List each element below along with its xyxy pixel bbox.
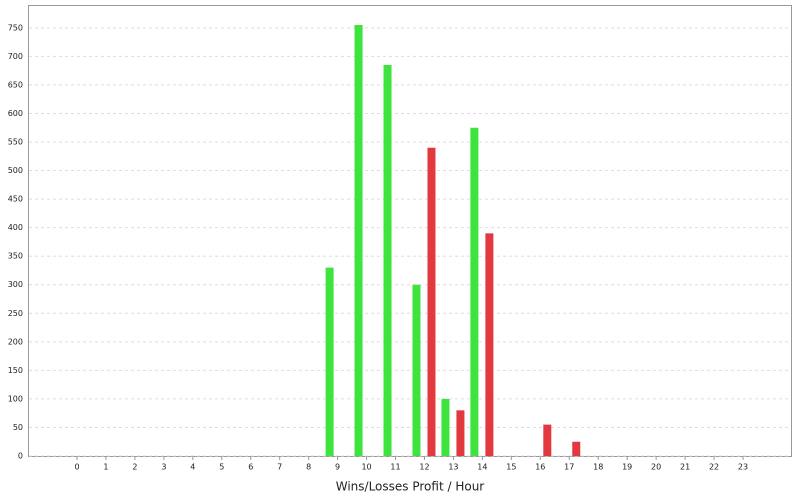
x-tick-label: 13 bbox=[448, 463, 458, 472]
y-tick-label: 100 bbox=[8, 394, 23, 403]
plot-frame bbox=[28, 5, 792, 457]
x-tick-label: 6 bbox=[248, 463, 253, 472]
y-tick-label: 600 bbox=[8, 109, 23, 118]
bar bbox=[427, 147, 436, 457]
x-tick-label: 15 bbox=[506, 463, 516, 472]
bar bbox=[456, 410, 465, 456]
x-tick-label: 16 bbox=[535, 463, 545, 472]
bar bbox=[354, 24, 363, 456]
x-axis-title: Wins/Losses Profit / Hour bbox=[336, 480, 485, 494]
y-tick-label: 700 bbox=[8, 52, 23, 61]
x-tick-label: 10 bbox=[361, 463, 371, 472]
y-tick-label: 750 bbox=[8, 23, 23, 32]
y-tick-label: 0 bbox=[18, 452, 23, 461]
y-tick-label: 350 bbox=[8, 252, 23, 261]
x-tick-label: 8 bbox=[306, 463, 311, 472]
bar bbox=[441, 398, 450, 456]
y-tick-label: 650 bbox=[8, 80, 23, 89]
x-tick-label: 4 bbox=[190, 463, 195, 472]
bar bbox=[485, 233, 494, 456]
x-tick-label: 3 bbox=[161, 463, 166, 472]
x-tick-label: 17 bbox=[564, 463, 574, 472]
x-tick-label: 19 bbox=[622, 463, 632, 472]
x-tick-label: 0 bbox=[74, 463, 79, 472]
y-tick-label: 400 bbox=[8, 223, 23, 232]
y-tick-label: 450 bbox=[8, 195, 23, 204]
x-tick-label: 11 bbox=[390, 463, 400, 472]
y-tick-label: 550 bbox=[8, 138, 23, 147]
y-tick-label: 150 bbox=[8, 366, 23, 375]
bar bbox=[470, 127, 479, 456]
x-tick-label: 18 bbox=[593, 463, 603, 472]
x-tick-label: 1 bbox=[103, 463, 108, 472]
y-tick-label: 300 bbox=[8, 280, 23, 289]
x-tick-label: 21 bbox=[680, 463, 690, 472]
bar bbox=[572, 441, 581, 456]
y-tick-label: 200 bbox=[8, 337, 23, 346]
bar bbox=[383, 64, 392, 456]
bar bbox=[412, 284, 421, 456]
x-tick-label: 7 bbox=[277, 463, 282, 472]
x-tick-label: 2 bbox=[132, 463, 137, 472]
y-tick-label: 500 bbox=[8, 166, 23, 175]
x-tick-label: 14 bbox=[477, 463, 487, 472]
x-tick-label: 5 bbox=[219, 463, 224, 472]
x-tick-label: 9 bbox=[335, 463, 340, 472]
x-tick-label: 20 bbox=[651, 463, 661, 472]
bar bbox=[543, 424, 552, 456]
x-tick-label: 22 bbox=[709, 463, 719, 472]
x-tick-label: 12 bbox=[419, 463, 429, 472]
y-tick-label: 250 bbox=[8, 309, 23, 318]
bar bbox=[325, 267, 334, 456]
y-tick-label: 50 bbox=[13, 423, 23, 432]
x-tick-label: 23 bbox=[738, 463, 748, 472]
